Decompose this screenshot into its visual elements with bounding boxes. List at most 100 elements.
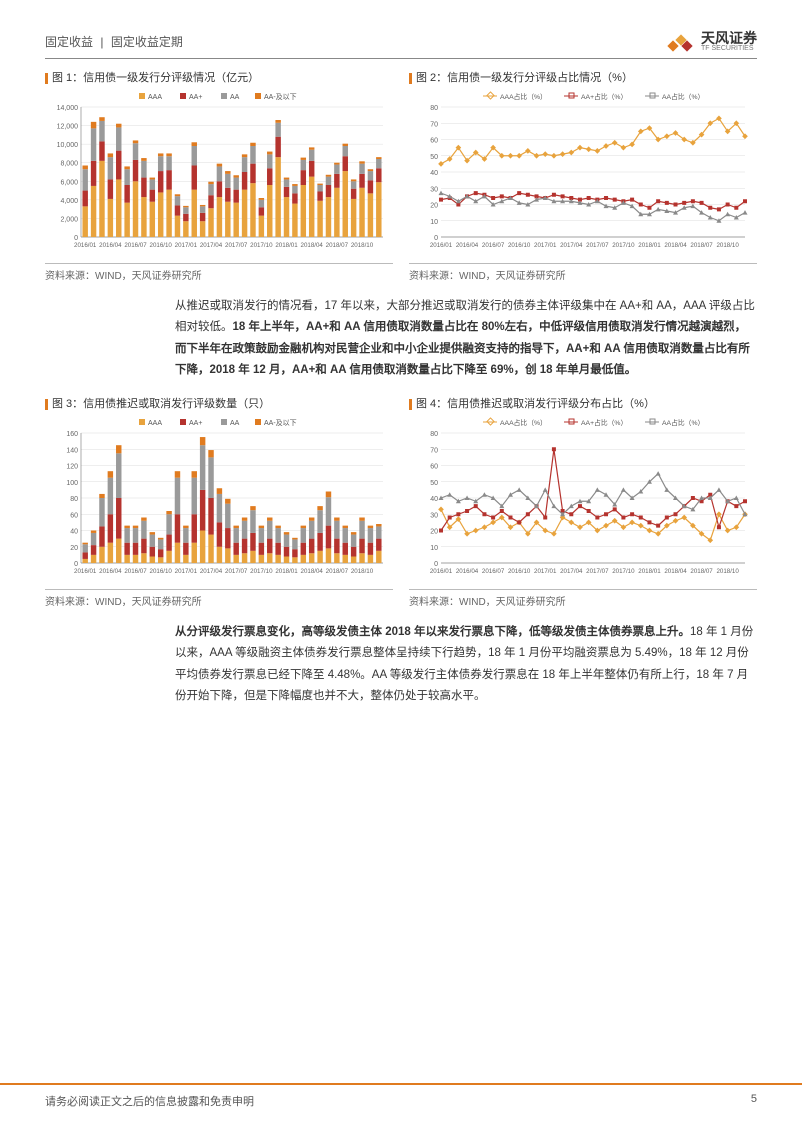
footer-disclaimer: 请务必阅读正文之后的信息披露和免责申明 <box>45 1093 254 1109</box>
svg-text:20: 20 <box>430 203 438 210</box>
fig4-source: 资料来源：WIND，天风证券研究所 <box>409 589 757 608</box>
svg-text:80: 80 <box>70 496 78 503</box>
svg-text:2016/04: 2016/04 <box>456 568 479 575</box>
body-paragraph-2: 从分评级发行票息变化，高等级发债主体 2018 年以来发行票息下降，低等级发债主… <box>175 622 757 707</box>
svg-text:2017/10: 2017/10 <box>250 242 273 249</box>
svg-text:2018/01: 2018/01 <box>275 242 298 249</box>
svg-text:60: 60 <box>70 512 78 519</box>
svg-text:2018/04: 2018/04 <box>664 242 687 249</box>
logo-text-en: TF SECURITIES <box>701 45 757 52</box>
svg-text:0: 0 <box>434 235 438 242</box>
figure-1: 图 1：信用债一级发行分评级情况（亿元） AAAAA+AAAA-及以下02,00… <box>45 69 393 282</box>
svg-text:2017/01: 2017/01 <box>175 568 198 575</box>
fig2-title: 图 2：信用债一级发行分评级占比情况（%） <box>416 72 633 84</box>
svg-text:2018/10: 2018/10 <box>716 242 739 249</box>
svg-text:AA占比（%）: AA占比（%） <box>662 418 704 427</box>
svg-text:2017/10: 2017/10 <box>250 568 273 575</box>
svg-text:20: 20 <box>70 545 78 552</box>
svg-text:2017/07: 2017/07 <box>225 568 248 575</box>
header-cat1: 固定收益 <box>45 35 93 49</box>
svg-text:2018/07: 2018/07 <box>326 568 349 575</box>
page-number: 5 <box>751 1093 757 1109</box>
figure-3: 图 3：信用债推迟或取消发行评级数量（只） AAA AA+ AA AA-及以下 0 20 4… <box>45 395 393 608</box>
svg-text:2017/04: 2017/04 <box>200 568 223 575</box>
svg-text:2018/01: 2018/01 <box>638 568 661 575</box>
svg-text:2016/01: 2016/01 <box>74 568 97 575</box>
svg-text:30: 30 <box>430 512 438 519</box>
svg-text:30: 30 <box>430 186 438 193</box>
svg-text:2017/10: 2017/10 <box>612 242 635 249</box>
svg-text:160: 160 <box>66 431 78 438</box>
svg-text:2018/07: 2018/07 <box>690 242 713 249</box>
svg-text:60: 60 <box>430 464 438 471</box>
fig1-title: 图 1：信用债一级发行分评级情况（亿元） <box>52 72 259 84</box>
svg-text:2016/04: 2016/04 <box>456 242 479 249</box>
svg-text:AAA占比（%）: AAA占比（%） <box>500 92 547 101</box>
svg-text:AA-及以下: AA-及以下 <box>264 419 297 427</box>
svg-text:0: 0 <box>74 235 78 242</box>
svg-text:2018/04: 2018/04 <box>301 568 324 575</box>
svg-text:2016/04: 2016/04 <box>99 568 122 575</box>
svg-text:2018/01: 2018/01 <box>275 568 298 575</box>
svg-text:0: 0 <box>434 561 438 568</box>
figure-4: 图 4：信用债推迟或取消发行评级分布占比（%） AAA占比（%） AA+占比（%）… <box>409 395 757 608</box>
svg-text:2017/10: 2017/10 <box>612 568 635 575</box>
svg-text:2018/01: 2018/01 <box>638 242 661 249</box>
svg-text:2016/10: 2016/10 <box>150 568 173 575</box>
svg-text:AA: AA <box>230 420 240 427</box>
svg-text:120: 120 <box>66 464 78 471</box>
svg-text:40: 40 <box>70 529 78 536</box>
figure-2: 图 2：信用债一级发行分评级占比情况（%） AAA占比（%）AA+占比（%）AA… <box>409 69 757 282</box>
svg-text:6,000: 6,000 <box>60 179 78 186</box>
svg-text:AA占比（%）: AA占比（%） <box>662 92 704 101</box>
svg-text:2016/01: 2016/01 <box>430 568 453 575</box>
svg-text:40: 40 <box>430 170 438 177</box>
svg-text:70: 70 <box>430 121 438 128</box>
svg-text:0: 0 <box>74 561 78 568</box>
page-header: 固定收益 | 固定收益定期 天风证券 TF SECURITIES <box>45 30 757 59</box>
svg-text:2018/04: 2018/04 <box>664 568 687 575</box>
svg-text:12,000: 12,000 <box>57 124 79 131</box>
svg-text:AA+: AA+ <box>189 94 202 101</box>
svg-text:80: 80 <box>430 105 438 112</box>
header-sep: | <box>100 35 103 49</box>
svg-text:2016/04: 2016/04 <box>99 242 122 249</box>
svg-text:2018/10: 2018/10 <box>716 568 739 575</box>
svg-text:10: 10 <box>430 545 438 552</box>
svg-text:20: 20 <box>430 529 438 536</box>
svg-text:2016/10: 2016/10 <box>508 242 531 249</box>
svg-text:140: 140 <box>66 447 78 454</box>
svg-text:AAA: AAA <box>148 94 162 101</box>
svg-text:2016/10: 2016/10 <box>150 242 173 249</box>
svg-text:2016/07: 2016/07 <box>124 568 147 575</box>
svg-text:AAA: AAA <box>148 420 162 427</box>
svg-text:2017/04: 2017/04 <box>200 242 223 249</box>
svg-text:AAA占比（%）: AAA占比（%） <box>500 418 547 427</box>
svg-text:AA-及以下: AA-及以下 <box>264 93 297 101</box>
svg-text:2016/01: 2016/01 <box>430 242 453 249</box>
body-paragraph-1: 从推迟或取消发行的情况看，17 年以来，大部分推迟或取消发行的债券主体评级集中在… <box>175 296 757 381</box>
svg-text:2018/07: 2018/07 <box>326 242 349 249</box>
svg-text:60: 60 <box>430 138 438 145</box>
svg-text:2017/01: 2017/01 <box>534 242 557 249</box>
fig3-title: 图 3：信用债推迟或取消发行评级数量（只） <box>52 398 270 410</box>
svg-text:70: 70 <box>430 447 438 454</box>
svg-text:2017/07: 2017/07 <box>586 242 609 249</box>
fig2-source: 资料来源：WIND，天风证券研究所 <box>409 263 757 282</box>
svg-text:2016/01: 2016/01 <box>74 242 97 249</box>
svg-text:10,000: 10,000 <box>57 142 79 149</box>
svg-text:AA+: AA+ <box>189 420 202 427</box>
logo-text-cn: 天风证券 <box>701 31 757 45</box>
fig3-source: 资料来源：WIND，天风证券研究所 <box>45 589 393 608</box>
svg-text:14,000: 14,000 <box>57 105 79 112</box>
svg-text:2017/04: 2017/04 <box>560 242 583 249</box>
svg-text:2017/04: 2017/04 <box>560 568 583 575</box>
svg-text:50: 50 <box>430 480 438 487</box>
svg-text:2018/10: 2018/10 <box>351 242 374 249</box>
svg-text:AA+占比（%）: AA+占比（%） <box>581 418 627 427</box>
svg-text:2017/01: 2017/01 <box>534 568 557 575</box>
fig4-title: 图 4：信用债推迟或取消发行评级分布占比（%） <box>416 398 655 410</box>
fig1-source: 资料来源：WIND，天风证券研究所 <box>45 263 393 282</box>
svg-text:40: 40 <box>430 496 438 503</box>
svg-text:8,000: 8,000 <box>60 161 78 168</box>
